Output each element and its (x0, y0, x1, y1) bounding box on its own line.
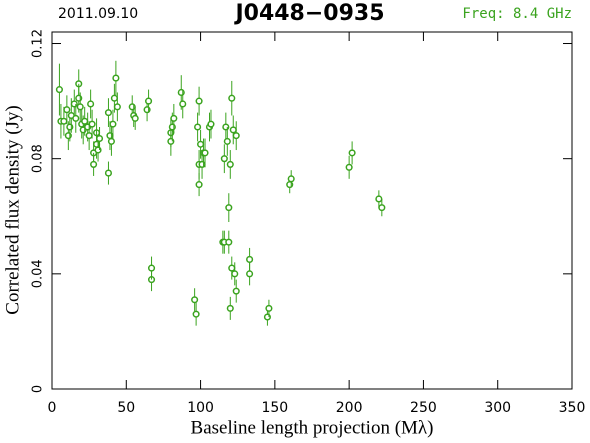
x-tick-label: 0 (48, 400, 57, 416)
point (345, 163, 353, 171)
point (191, 296, 199, 304)
x-tick-label: 200 (336, 400, 363, 416)
point (109, 120, 117, 128)
point (195, 97, 203, 105)
point (194, 123, 202, 131)
x-tick-label: 250 (410, 400, 437, 416)
point (225, 204, 233, 212)
y-tick-label: 0.04 (31, 259, 46, 288)
point (201, 149, 209, 157)
date-label: 2011.09.10 (58, 6, 138, 22)
point (76, 103, 84, 111)
point (207, 120, 215, 128)
point (226, 304, 234, 312)
point (192, 310, 200, 318)
point (90, 160, 98, 168)
x-tick-label: 100 (187, 400, 214, 416)
y-tick-label: 0 (31, 385, 46, 393)
point (220, 155, 228, 163)
point (60, 117, 68, 125)
point (85, 132, 93, 140)
point (81, 117, 89, 125)
point (95, 134, 104, 143)
x-axis-label: Baseline length projection (Mλ) (191, 417, 434, 438)
y-axis-label: Correlated flux density (Jy) (2, 105, 23, 314)
point (104, 169, 113, 177)
freq-annotation: Freq: 8.4 GHz (462, 6, 572, 22)
point (226, 160, 234, 168)
point (147, 264, 156, 272)
point (107, 137, 115, 145)
plot-frame (51, 31, 573, 390)
point (63, 106, 71, 114)
point (223, 137, 231, 145)
point (228, 94, 236, 102)
point (265, 304, 273, 312)
point (131, 114, 139, 122)
point (375, 195, 383, 203)
point (225, 238, 233, 246)
point (110, 94, 118, 102)
point (72, 114, 80, 122)
point (232, 132, 240, 140)
chart-title: J0448−0935 (233, 1, 384, 26)
point (246, 255, 254, 263)
point (112, 74, 120, 82)
x-tick-label: 150 (261, 400, 288, 416)
y-tick-label: 0.12 (31, 29, 46, 58)
point (378, 204, 386, 212)
point (87, 100, 95, 108)
x-tick-label: 50 (117, 400, 135, 416)
point (348, 149, 356, 157)
point (197, 140, 205, 148)
point (113, 103, 121, 111)
point (246, 270, 254, 278)
point (228, 264, 236, 272)
y-tick-label: 0.08 (31, 144, 46, 173)
point (231, 270, 239, 278)
point (88, 120, 96, 128)
point (104, 109, 113, 117)
x-tick-label: 350 (559, 400, 586, 416)
point (179, 100, 187, 108)
point (55, 86, 63, 94)
point (195, 181, 203, 189)
point (229, 126, 237, 134)
point (287, 175, 295, 183)
point (232, 287, 240, 295)
point (145, 97, 153, 105)
x-tick-label: 300 (484, 400, 511, 416)
point (170, 114, 178, 122)
